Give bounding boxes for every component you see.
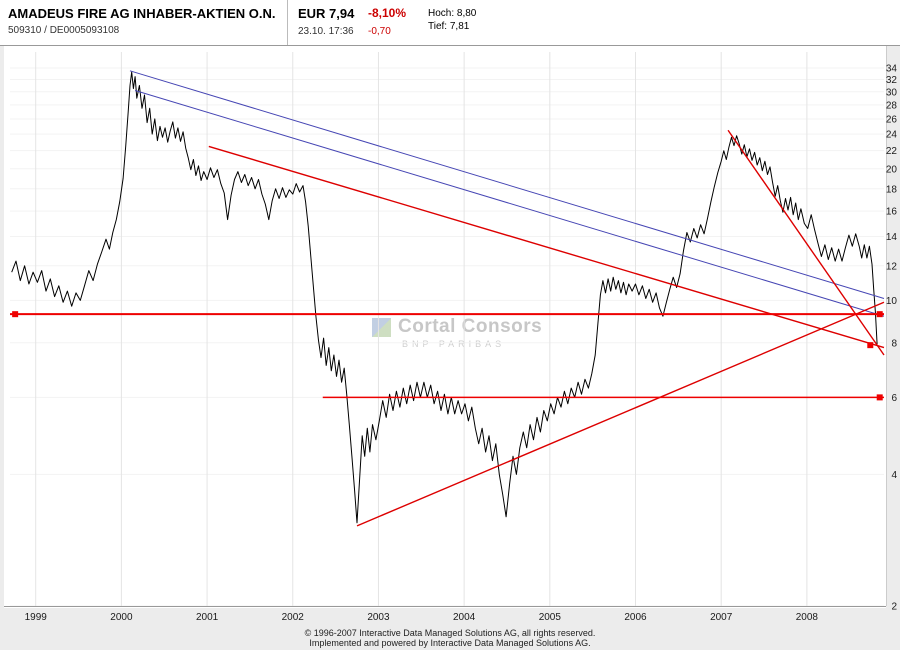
svg-text:18: 18: [886, 184, 898, 195]
change-percent: -8,10%: [368, 6, 407, 20]
last-price: EUR 7,94: [298, 6, 355, 21]
copyright-footer: © 1996-2007 Interactive Data Managed Sol…: [0, 628, 900, 648]
svg-text:2008: 2008: [796, 612, 819, 623]
svg-text:28: 28: [886, 100, 898, 111]
instrument-block: AMADEUS FIRE AG INHABER-AKTIEN O.N. 5093…: [0, 0, 288, 45]
svg-text:24: 24: [886, 130, 898, 141]
svg-text:2000: 2000: [110, 612, 133, 623]
svg-text:22: 22: [886, 146, 898, 157]
svg-text:12: 12: [886, 261, 898, 272]
instrument-name: AMADEUS FIRE AG INHABER-AKTIEN O.N.: [8, 6, 276, 21]
watermark-subbrand: BNP PARIBAS: [402, 339, 506, 349]
svg-text:2: 2: [891, 602, 897, 613]
day-low: Tief: 7,81: [428, 21, 470, 32]
svg-text:10: 10: [886, 296, 898, 307]
svg-text:16: 16: [886, 207, 898, 218]
quote-timestamp: 23.10. 17:36: [298, 26, 354, 37]
chart-plot-background: [4, 46, 886, 608]
instrument-identifiers: 509310 / DE0005093108: [8, 25, 120, 36]
svg-text:2002: 2002: [282, 612, 305, 623]
svg-text:26: 26: [886, 114, 898, 125]
watermark: Cortal Consors BNP PARIBAS: [372, 316, 542, 349]
svg-text:2001: 2001: [196, 612, 219, 623]
svg-text:2007: 2007: [710, 612, 733, 623]
svg-text:34: 34: [886, 64, 898, 75]
copyright-line1: © 1996-2007 Interactive Data Managed Sol…: [304, 628, 596, 638]
svg-text:20: 20: [886, 164, 898, 175]
change-absolute: -0,70: [368, 26, 391, 37]
watermark-brand: Cortal Consors: [398, 316, 543, 337]
change-block: -8,10% -0,70: [360, 0, 418, 45]
svg-text:2003: 2003: [367, 612, 390, 623]
cortal-consors-logo-icon: [372, 317, 391, 337]
quote-header: AMADEUS FIRE AG INHABER-AKTIEN O.N. 5093…: [0, 0, 900, 46]
day-high: Hoch: 8,80: [428, 8, 477, 19]
svg-text:32: 32: [886, 75, 898, 86]
svg-text:14: 14: [886, 232, 898, 243]
svg-text:30: 30: [886, 87, 898, 98]
svg-text:8: 8: [891, 338, 897, 349]
svg-text:2004: 2004: [453, 612, 476, 623]
svg-text:2005: 2005: [539, 612, 562, 623]
svg-text:6: 6: [891, 393, 897, 404]
svg-text:1999: 1999: [25, 612, 48, 623]
price-block: EUR 7,94 23.10. 17:36: [288, 0, 360, 45]
svg-text:2006: 2006: [624, 612, 647, 623]
copyright-line2: Implemented and powered by Interactive D…: [309, 638, 591, 648]
high-low-block: Hoch: 8,80 Tief: 7,81: [418, 0, 476, 45]
svg-text:4: 4: [891, 470, 897, 481]
